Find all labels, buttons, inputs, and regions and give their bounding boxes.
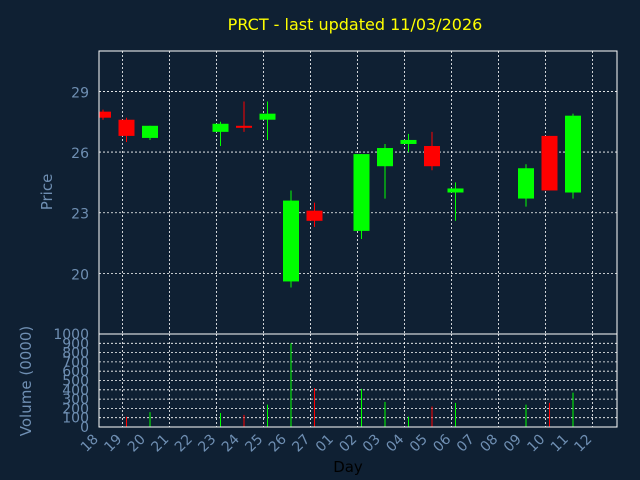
- price-axis-label: Price: [38, 174, 56, 211]
- candle-body: [377, 148, 393, 167]
- candle-24: [236, 101, 252, 132]
- volume-tick-label: 700: [62, 355, 89, 371]
- price-tick-label: 20: [71, 267, 89, 283]
- volume-tick-label: 500: [62, 374, 89, 390]
- volume-tick-label: 400: [62, 383, 89, 399]
- candle-10: [541, 135, 558, 191]
- candle-18: [99, 109, 111, 120]
- candle-26: [283, 190, 299, 288]
- volume-tick-label: 1000: [53, 327, 89, 343]
- candle-body: [306, 210, 323, 221]
- candles: [99, 101, 581, 288]
- volume-tick-label: 100: [62, 411, 89, 427]
- price-tick-label: 26: [71, 146, 89, 162]
- candle-body: [212, 123, 229, 132]
- price-tick-label: 23: [71, 207, 89, 223]
- price-panel: 20 23 26 29: [71, 50, 618, 335]
- candle-20: [142, 125, 158, 140]
- volume-grid: [99, 334, 617, 427]
- volume-tick-label: 800: [62, 346, 89, 362]
- candle-27: [306, 202, 323, 227]
- chart-title: PRCT - last updated 11/03/2026: [228, 15, 483, 34]
- candle-body: [424, 146, 440, 167]
- volume-tick-label: 600: [62, 364, 89, 380]
- candle-body: [259, 113, 276, 120]
- candle-02: [353, 154, 370, 239]
- candle-body: [118, 119, 135, 136]
- candle-06: [447, 182, 464, 221]
- candle-body: [518, 168, 534, 199]
- price-tick-labels: 20 23 26 29: [71, 85, 89, 283]
- volume-bars: [126, 343, 574, 427]
- candle-03: [377, 143, 393, 199]
- candle-11: [565, 113, 581, 199]
- x-axis-label: Day: [333, 458, 363, 476]
- candle-05: [424, 131, 440, 171]
- volume-tick-label: 0: [80, 420, 89, 436]
- candle-body: [142, 125, 158, 138]
- volume-axis-label: Volume (0000): [17, 326, 35, 436]
- candle-body: [236, 125, 252, 128]
- candle-body: [353, 154, 370, 231]
- volume-tick-label: 300: [62, 392, 89, 408]
- candle-body: [565, 115, 581, 193]
- candle-body: [541, 135, 558, 191]
- candle-09: [518, 164, 534, 207]
- volume-plot-frame: [98, 333, 618, 428]
- volume-tick-label: 200: [62, 401, 89, 417]
- candle-25: [259, 101, 276, 140]
- candle-body: [400, 139, 417, 144]
- candle-body: [447, 188, 464, 193]
- candle-04: [400, 133, 417, 153]
- price-tick-label: 29: [71, 85, 89, 101]
- candle-body: [99, 111, 111, 118]
- candle-23: [212, 121, 229, 147]
- volume-tick-label: 900: [62, 336, 89, 352]
- candle-19: [118, 117, 135, 142]
- candle-body: [283, 200, 299, 282]
